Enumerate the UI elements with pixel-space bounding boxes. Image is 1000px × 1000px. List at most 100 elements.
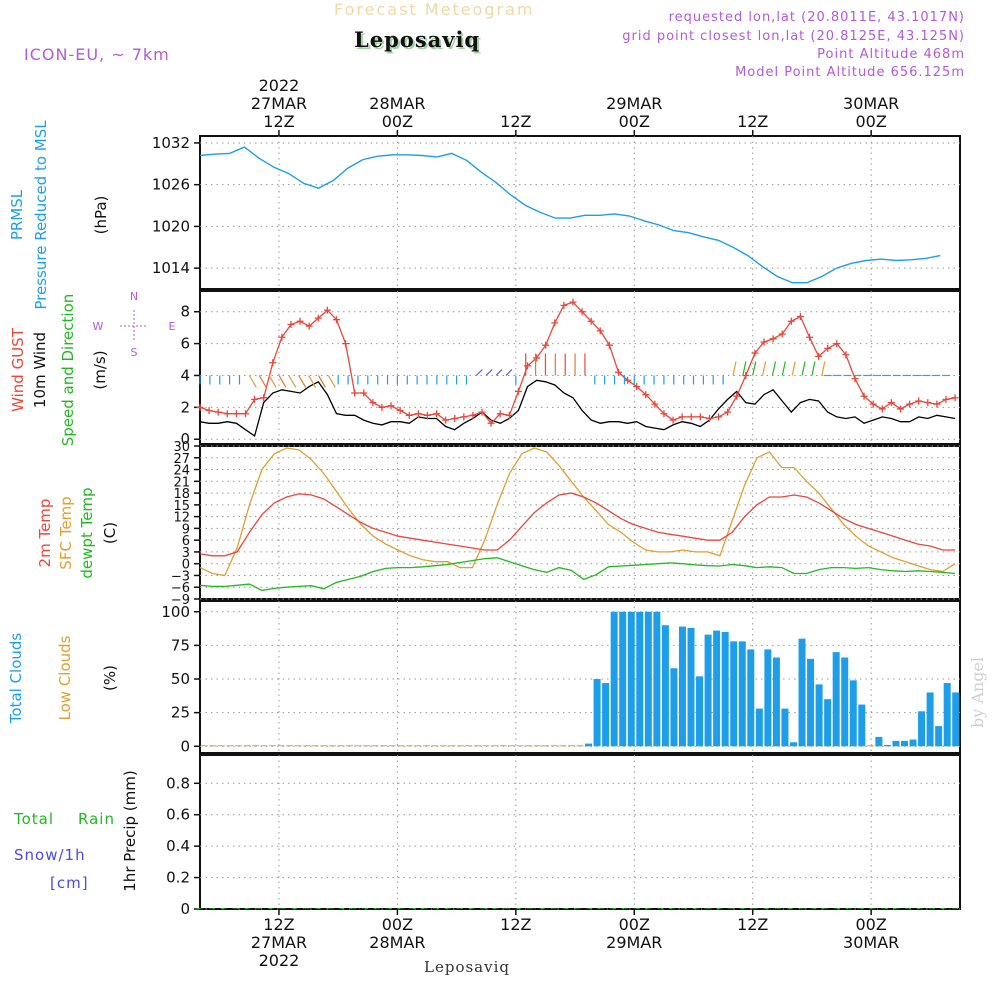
precip-bar (362, 908, 369, 909)
precip-bar (668, 908, 675, 909)
bottom-time-label: 12Z (500, 915, 531, 934)
wind-gust-marker (505, 411, 513, 419)
top-time-label: 29MAR (606, 94, 662, 113)
total-cloud-bar (883, 744, 891, 747)
wind-gust-marker (232, 410, 240, 418)
total-cloud-bar (909, 739, 917, 747)
clouds-ytick-label: 50 (171, 670, 190, 688)
compass-east: E (169, 320, 176, 333)
total-cloud-bar (550, 745, 558, 747)
total-cloud-bar (610, 611, 618, 747)
top-time-label: 12Z (737, 112, 768, 131)
total-cloud-bar (747, 649, 755, 747)
precip-legend-total: Total (14, 810, 55, 828)
total-cloud-bar (824, 699, 832, 747)
total-cloud-bar (252, 745, 260, 747)
wind-direction-arrow (288, 375, 297, 388)
total-cloud-bar (226, 745, 234, 747)
temperature-ytick-label: 30 (173, 440, 190, 455)
wind-gust-marker (269, 359, 277, 367)
total-cloud-bar (525, 745, 533, 747)
wind-gust-line (199, 301, 956, 425)
precip-ytick-label: 0 (180, 900, 190, 918)
total-cloud-bar (755, 708, 763, 747)
total-cloud-bar (499, 745, 507, 747)
wind-gust-marker (733, 392, 741, 400)
wind-gust-marker (896, 405, 904, 413)
top-time-label: 27MAR (251, 94, 307, 113)
total-cloud-bar (918, 711, 926, 747)
wind-gust-marker (223, 410, 231, 418)
bottom-time-label: 30MAR (843, 933, 899, 952)
total-cloud-bar (738, 641, 746, 747)
panel-frame-precip (199, 754, 961, 910)
wind-gust-marker (624, 376, 632, 384)
total-cloud-bar (516, 745, 524, 747)
precip-legend-snow: Snow/1h (14, 846, 86, 864)
wind-gust-marker (460, 413, 468, 421)
dewpt-temp-line (199, 557, 956, 592)
total-cloud-bar (713, 630, 721, 747)
precip-bar (291, 908, 298, 909)
precip-ytick-label: 0.2 (166, 869, 190, 887)
wind-direction-arrow (762, 361, 767, 376)
wind-gust-marker (933, 400, 941, 408)
total-cloud-bar (456, 745, 464, 747)
wind-gust-marker (869, 400, 877, 408)
precip-bar (468, 908, 475, 909)
wind-gust-marker (405, 411, 413, 419)
wind-gust-marker (842, 351, 850, 359)
pressure-ytick-label: 1026 (152, 176, 190, 194)
temperature-ytick-label: 18 (173, 487, 190, 502)
top-time-label: 00Z (619, 112, 650, 131)
temperature-ytick-label: 15 (173, 499, 190, 514)
precip-ytick-label: 0.4 (166, 837, 190, 855)
compass-rose (120, 310, 148, 342)
bottom-time-label: 00Z (856, 915, 887, 934)
wind-gust-marker (642, 391, 650, 399)
total-cloud-bar (345, 745, 353, 747)
wind-gust-marker (951, 394, 959, 402)
total-cloud-bar (952, 692, 960, 747)
precip-bar (916, 908, 923, 909)
wind-gust-marker (660, 410, 668, 418)
total-cloud-bar (567, 745, 575, 747)
wind-gust-marker (614, 368, 622, 376)
top-time-label: 30MAR (843, 94, 899, 113)
temperature-ytick-label: 3 (182, 546, 190, 561)
wind-gust-marker (578, 308, 586, 316)
total-cloud-bar (704, 634, 712, 747)
pressure-ytick-label: 1014 (152, 259, 190, 277)
wind-ytick-label: 6 (180, 335, 190, 353)
temperature-ytick-label: 12 (173, 511, 190, 526)
wind-gust-marker (569, 298, 577, 306)
total-cloud-bar (533, 745, 541, 747)
total-cloud-bar (542, 745, 550, 747)
total-cloud-bar (781, 708, 789, 747)
total-cloud-bar (303, 745, 311, 747)
precip-bar (491, 908, 498, 909)
wind-ytick-label: 0 (180, 430, 190, 448)
wind-gust-marker (833, 340, 841, 348)
wind-gust-marker (241, 410, 249, 418)
total-cloud-bar (354, 745, 362, 747)
wind-gust-marker (587, 317, 595, 325)
wind-gust-marker (824, 344, 832, 352)
total-cloud-bar (388, 745, 396, 747)
precip-bar (338, 908, 345, 909)
wind-direction-arrow (801, 361, 806, 376)
precip-legend-cm: [cm] (50, 874, 89, 892)
total-cloud-bar (721, 631, 729, 747)
wind-gust-marker (214, 408, 222, 416)
pressure-ytick-label: 1032 (152, 134, 190, 152)
wind-gust-marker (769, 335, 777, 343)
wind-gust-marker (596, 327, 604, 335)
total-cloud-bar (678, 626, 686, 747)
wind-gust-marker (687, 413, 695, 421)
total-cloud-bar (414, 745, 422, 747)
total-cloud-bar (875, 736, 883, 747)
total-cloud-bar (576, 745, 584, 747)
bottom-time-label: 00Z (619, 915, 650, 934)
total-cloud-bar (260, 745, 268, 747)
precip-ytick-label: 0.8 (166, 774, 190, 792)
